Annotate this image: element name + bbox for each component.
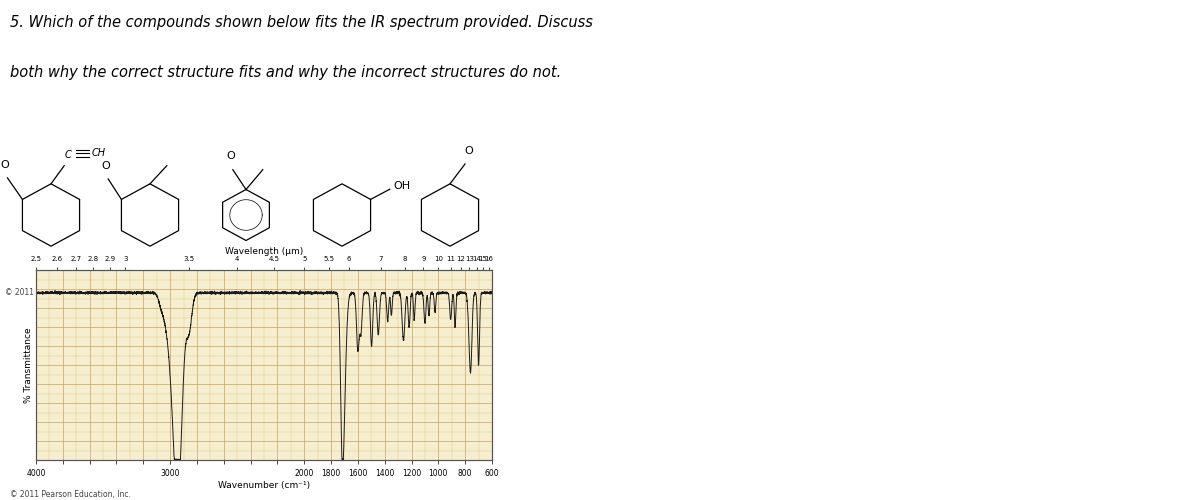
Text: 5. Which of the compounds shown below fits the IR spectrum provided. Discuss: 5. Which of the compounds shown below fi… [10,14,593,30]
X-axis label: Wavelength (µm): Wavelength (µm) [224,246,304,256]
Y-axis label: % Transmittance: % Transmittance [24,327,34,403]
Text: OH: OH [394,181,410,191]
Text: © 2011 Pearson Education, Inc.: © 2011 Pearson Education, Inc. [10,490,131,500]
Text: C: C [65,150,71,160]
Text: O: O [226,151,235,161]
Text: CH: CH [91,148,106,158]
Text: O: O [464,146,474,156]
Text: © 2011 Pearson Education, Inc.: © 2011 Pearson Education, Inc. [5,288,126,296]
Text: O: O [0,160,8,170]
X-axis label: Wavenumber (cm⁻¹): Wavenumber (cm⁻¹) [218,481,310,490]
Text: O: O [102,161,110,171]
Text: both why the correct structure fits and why the incorrect structures do not.: both why the correct structure fits and … [10,65,560,80]
